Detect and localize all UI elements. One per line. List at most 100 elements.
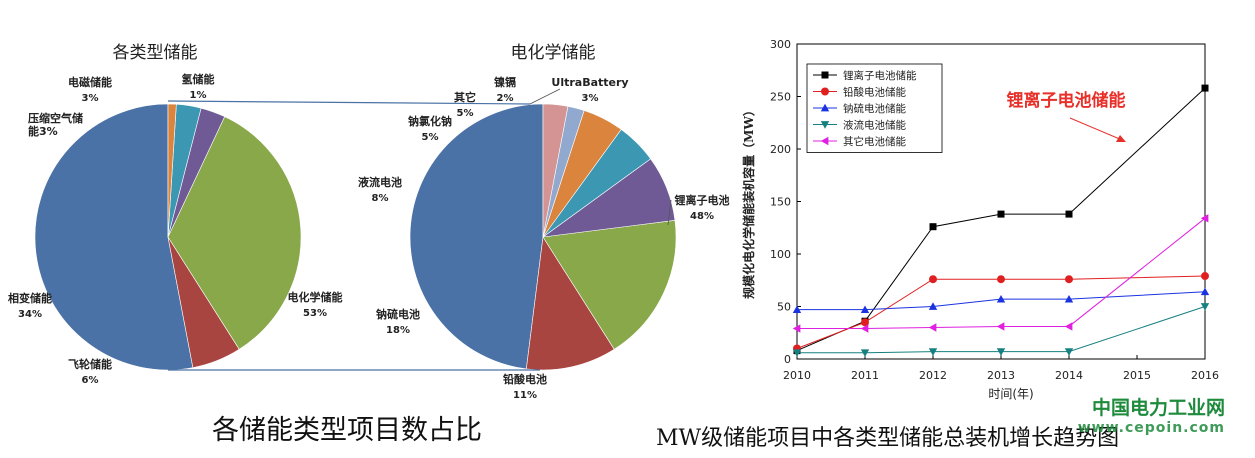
series-3-point-5 [1200, 303, 1210, 311]
pie1-pct-0: 53% [303, 308, 327, 319]
pie1-slice-0 [34, 103, 194, 371]
y-tick-label-6: 300 [770, 38, 791, 51]
pie1-label-3-line1: 能3% [28, 124, 58, 138]
y-tick-label-1: 50 [777, 301, 791, 314]
pie1-pct-4: 3% [82, 93, 99, 104]
y-axis-label: 规模化电化学储能装机容量（MW） [741, 104, 756, 299]
series-1-point-1 [861, 318, 869, 327]
series-4-point-3 [996, 322, 1005, 331]
pie2-label-7: UltraBattery [551, 76, 628, 89]
series-2-point-0 [792, 305, 802, 314]
series-0-point-3 [997, 210, 1005, 218]
series-2-point-4 [1064, 294, 1074, 303]
x-axis-label: 时间(年) [988, 387, 1033, 401]
series-3-point-1 [860, 349, 870, 357]
caption-right: MW级储能项目中各类型储能总装机增长趋势图 [656, 426, 1120, 451]
annotation-arrow-head [1116, 135, 1126, 142]
pie2-label-3: 液流电池 [358, 175, 402, 189]
pie1-label-0: 电化学储能 [288, 290, 343, 304]
pie2-pct-3: 8% [372, 193, 389, 204]
series-2-point-1 [860, 305, 870, 314]
series-3-point-0 [792, 349, 802, 357]
y-tick-label-2: 100 [770, 248, 791, 261]
series-2-point-3 [996, 294, 1006, 303]
x-tick-label-6: 2016 [1191, 369, 1219, 382]
pie2-leader-0 [667, 199, 672, 226]
series-1-point-5 [1201, 272, 1209, 281]
pie1-slice-5 [167, 103, 177, 238]
pie1-label-5: 氢储能 [182, 72, 215, 86]
pie2-label-1: 铅酸电池 [503, 372, 547, 386]
legend-swatch-marker-3 [820, 121, 830, 129]
legend-label-4: 其它电池储能 [843, 135, 906, 148]
x-tick-label-0: 2010 [783, 369, 811, 382]
pie1-label-1: 飞轮储能 [68, 357, 112, 371]
legend-label-1: 铅酸电池储能 [843, 86, 906, 99]
series-4-point-1 [860, 324, 869, 333]
series-4-point-2 [928, 323, 937, 332]
watermark-name: 中国电力工业网 [1091, 397, 1225, 419]
pie2-label-6: 镍镉 [494, 75, 516, 89]
x-tick-label-2: 2012 [919, 369, 947, 382]
pie1-pct-2: 34% [18, 309, 42, 320]
legend-swatch-marker-4 [820, 136, 829, 146]
series-line-3 [797, 306, 1206, 354]
pie2-label-0: 锂离子电池 [675, 193, 730, 207]
pie1-label-4: 电磁储能 [68, 75, 112, 89]
pie2-leader-7 [529, 88, 561, 105]
pie2-pct-1: 11% [513, 390, 537, 401]
x-tick-label-4: 2014 [1055, 369, 1083, 382]
series-1-point-2 [929, 275, 937, 284]
pie2-pct-2: 18% [386, 325, 410, 336]
series-1-point-4 [1065, 275, 1073, 284]
y-tick-label-5: 250 [770, 91, 791, 104]
legend-label-3: 液流电池储能 [843, 119, 906, 132]
series-line-4 [797, 217, 1206, 330]
watermark-url: www.cepoin.com [1077, 420, 1225, 436]
pie2-slice-0 [409, 103, 544, 370]
series-0-point-2 [929, 223, 937, 231]
annotation-arrow-line [1069, 117, 1123, 141]
pie2-slice-7 [542, 103, 569, 238]
y-tick-label-3: 150 [770, 196, 791, 209]
series-1-point-3 [997, 275, 1005, 284]
pie2-label-2: 钠硫电池 [376, 307, 420, 321]
x-tick-label-3: 2013 [987, 369, 1015, 382]
pie2-pct-5: 5% [457, 108, 474, 119]
series-0-point-5 [1201, 84, 1209, 92]
x-tick-label-1: 2011 [851, 369, 879, 382]
series-4-point-5 [1200, 214, 1209, 223]
legend-swatch-marker-1 [821, 87, 829, 96]
pie2-slice-2 [542, 219, 677, 350]
connector-top [167, 100, 531, 105]
y-tick-label-4: 200 [770, 143, 791, 156]
pie2-pct-0: 48% [690, 211, 714, 222]
pie2-pct-6: 2% [497, 93, 514, 104]
pie2-label-5: 其它 [454, 90, 476, 104]
series-0-point-4 [1065, 210, 1073, 218]
series-2-point-2 [928, 302, 938, 310]
caption-left: 各储能类型项目数占比 [212, 415, 482, 446]
pie2-title: 电化学储能 [511, 43, 596, 63]
pie1-label-2: 相变储能 [8, 291, 52, 305]
pie2-slice-1 [525, 236, 615, 371]
pie2-pct-7: 3% [582, 93, 599, 104]
pie1-label-3: 压缩空气储 [28, 111, 83, 125]
pie2-pct-4: 5% [422, 132, 439, 143]
series-4-point-4 [1064, 322, 1073, 331]
legend-label-0: 锂离子电池储能 [843, 69, 917, 82]
annotation-text: 锂离子电池储能 [1007, 90, 1126, 111]
legend-swatch-marker-0 [821, 71, 829, 79]
pie1-pct-1: 6% [82, 375, 99, 386]
series-2-point-5 [1200, 287, 1210, 296]
series-line-1 [796, 275, 1206, 349]
legend-label-2: 钠硫电池储能 [843, 102, 906, 115]
pie1-slice-2 [167, 116, 302, 350]
series-3-point-3 [996, 348, 1006, 356]
x-tick-label-5: 2015 [1123, 369, 1151, 382]
pie1-title: 各类型储能 [113, 43, 198, 63]
y-tick-label-0: 0 [784, 353, 791, 366]
pie2-label-4: 钠氯化钠 [408, 114, 452, 128]
pie1-pct-5: 1% [190, 90, 207, 101]
